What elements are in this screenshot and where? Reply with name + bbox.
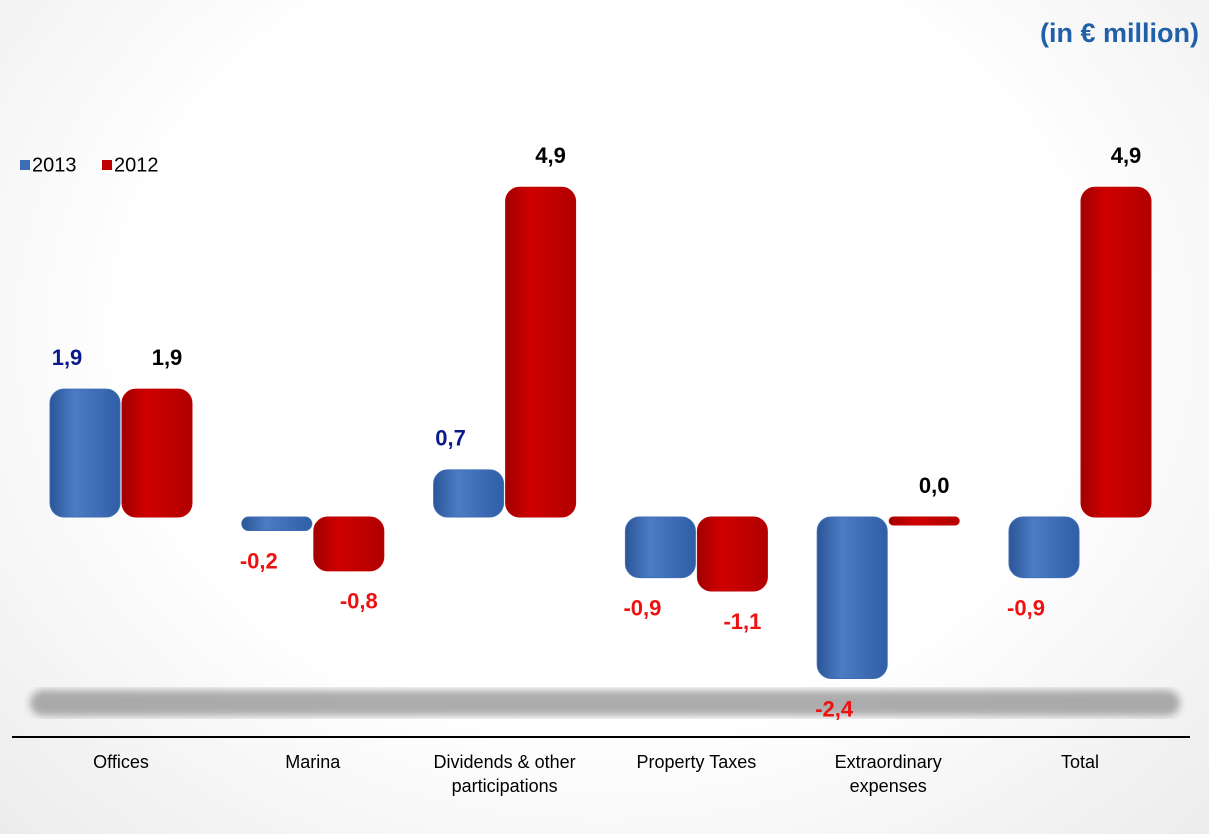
bar (505, 186, 577, 518)
x-tick-label: Dividends & other participations (433, 752, 576, 796)
value-label: -0,9 (1007, 595, 1045, 620)
value-label: -1,1 (723, 609, 761, 634)
bar (49, 388, 121, 518)
bar (1008, 516, 1080, 579)
x-tick-label: Offices (93, 752, 149, 772)
value-label: -0,2 (240, 548, 278, 573)
bar (121, 388, 193, 518)
x-tick-label: Extraordinary expenses (834, 752, 942, 796)
x-tick-label: Total (1060, 752, 1100, 772)
bar (313, 516, 385, 572)
legend-swatch (102, 160, 112, 170)
value-label: -2,4 (815, 696, 854, 721)
value-label: -0,8 (340, 589, 378, 614)
bar (241, 516, 313, 531)
value-label: 0,0 (919, 473, 950, 498)
bar (696, 516, 768, 592)
x-tick-label: Property Taxes (636, 752, 757, 772)
subtitle: (in € million) (1040, 18, 1199, 48)
floor-shadow (30, 690, 1180, 716)
legend-swatch (20, 160, 30, 170)
value-label: 0,7 (435, 426, 466, 451)
x-tick-label: Marina (285, 752, 341, 772)
value-label: 1,9 (152, 345, 183, 370)
value-label: -0,9 (623, 595, 661, 620)
legend-label: 2012 (114, 154, 159, 176)
legend-label: 2013 (32, 154, 77, 176)
bar (888, 516, 960, 526)
bar (816, 516, 888, 680)
value-label: 1,9 (52, 345, 83, 370)
bar (433, 469, 505, 518)
value-label: 4,9 (535, 143, 566, 168)
bar (624, 516, 696, 579)
value-label: 4,9 (1111, 143, 1142, 168)
bar (1080, 186, 1152, 518)
